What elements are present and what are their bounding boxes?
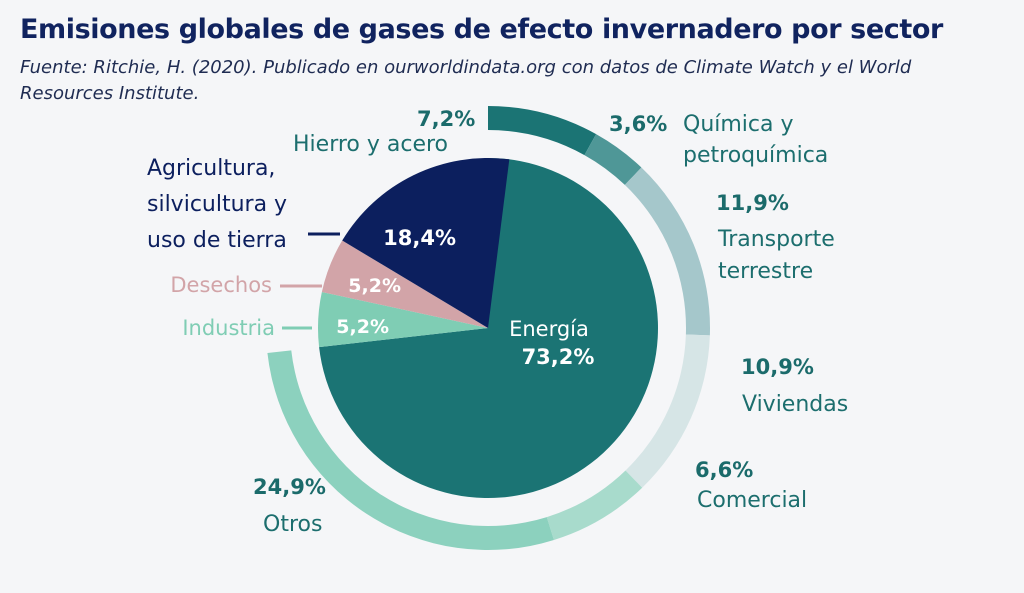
ring-label-otros-line-1: Otros: [263, 512, 322, 537]
ring-value-quimica-y-petroquimica: 3,6%: [609, 112, 667, 136]
pie-slice-energia: [319, 158, 658, 498]
pie-slice-desechos: [321, 240, 488, 328]
pie-value-industria: 5,2%: [336, 316, 389, 338]
pie-slice-agricultura-silvicultura-y-uso-de-tierra: [342, 158, 510, 328]
pie-value-energia: 73,2%: [522, 345, 595, 369]
ring-segment-viviendas: [625, 334, 710, 488]
ring-value-hierro-y-acero: 7,2%: [417, 107, 475, 131]
ring-segment-comercial: [546, 470, 643, 540]
chart-source: Fuente: Ritchie, H. (2020). Publicado en…: [20, 57, 912, 104]
ring-value-transporte-terrestre: 11,9%: [716, 191, 789, 215]
pie-label-industria: Industria: [182, 316, 275, 340]
ring-segment-transporte-terrestre: [624, 167, 711, 336]
ring-label-transporte-terrestre-line-1: Transporte: [717, 227, 835, 252]
pie-slice-industria: [318, 291, 488, 348]
pie-label-energia: Energía: [509, 317, 589, 341]
ring-label-transporte-terrestre-line-2: terrestre: [718, 259, 813, 284]
pie-value-desechos: 5,2%: [348, 275, 401, 297]
ring-segment-otros: [267, 350, 554, 550]
pie-label-agricultura-line-2: silvicultura y: [147, 192, 287, 217]
pie-label-desechos: Desechos: [170, 273, 272, 297]
pie-value-agricultura: 18,4%: [383, 226, 456, 250]
ring-label-comercial-line-1: Comercial: [697, 488, 807, 513]
ring-value-comercial: 6,6%: [695, 458, 753, 482]
ring-value-otros: 24,9%: [253, 475, 326, 499]
ring-segment-quimica-y-petroquimica: [584, 134, 642, 185]
ring-segment-hierro-y-acero: [488, 106, 597, 156]
ring-value-viviendas: 10,9%: [741, 355, 814, 379]
ring-label-quimica-y-petroquimica-line-2: petroquímica: [683, 143, 828, 168]
ring-label-hierro-y-acero-line-1: Hierro y acero: [293, 132, 448, 157]
chart-title: Emisiones globales de gases de efecto in…: [20, 14, 943, 45]
pie-label-agricultura-line-1: Agricultura,: [147, 156, 275, 181]
ring-label-quimica-y-petroquimica-line-1: Química y: [683, 112, 794, 137]
pie-label-agricultura-line-3: uso de tierra: [147, 228, 287, 253]
ring-label-viviendas-line-1: Viviendas: [742, 392, 848, 417]
